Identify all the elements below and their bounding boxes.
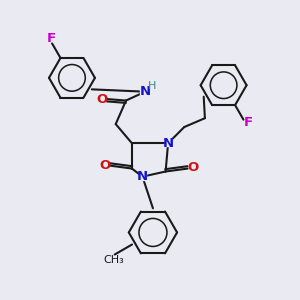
Text: O: O — [188, 161, 199, 175]
Bar — [139, 173, 146, 180]
Text: O: O — [96, 93, 107, 106]
Text: F: F — [244, 116, 253, 129]
Text: N: N — [137, 170, 148, 183]
Text: F: F — [47, 32, 56, 45]
Bar — [101, 162, 108, 168]
Text: CH₃: CH₃ — [104, 255, 124, 265]
Bar — [190, 165, 196, 171]
Bar — [165, 140, 172, 146]
Bar — [98, 96, 105, 102]
Text: N: N — [140, 85, 151, 98]
Text: O: O — [99, 158, 110, 172]
Text: N: N — [163, 137, 174, 150]
Bar — [140, 88, 151, 94]
Text: H: H — [148, 81, 156, 92]
